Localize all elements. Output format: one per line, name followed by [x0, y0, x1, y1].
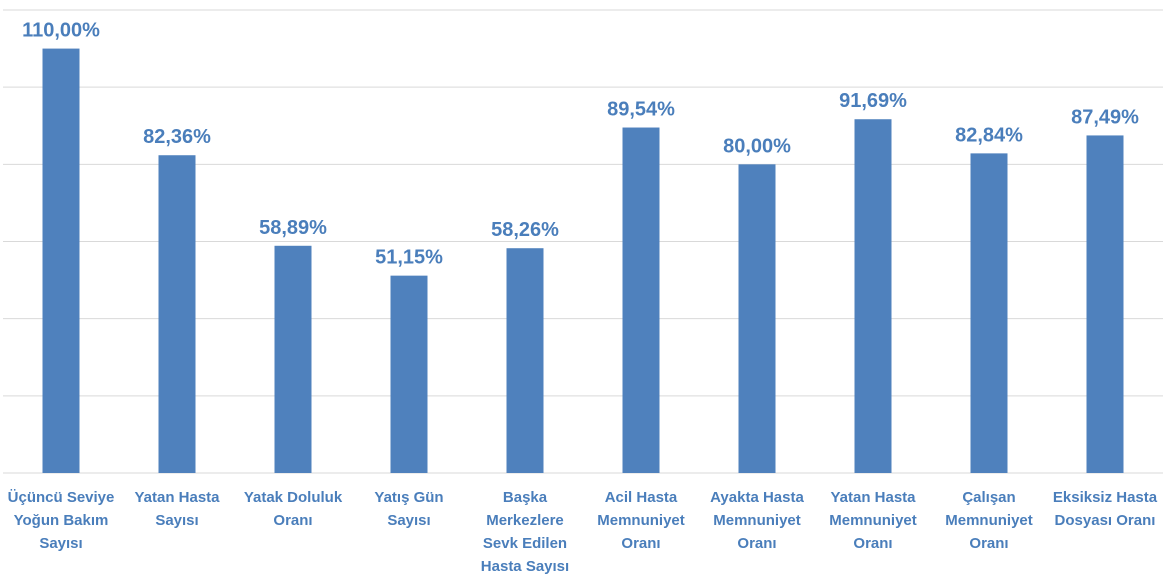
x-tick-label: Yatış Gün Sayısı — [374, 489, 444, 529]
x-tick-label: Yatan Hasta Sayısı — [134, 489, 220, 529]
value-label: 58,26% — [491, 219, 559, 241]
bar — [622, 127, 660, 473]
bar — [158, 155, 196, 473]
x-tick-label: Yatan Hasta Memnuniyet Oranı — [829, 489, 917, 552]
bar — [1086, 135, 1124, 473]
value-label: 87,49% — [1071, 106, 1139, 128]
value-label: 82,36% — [143, 126, 211, 148]
value-label: 82,84% — [955, 124, 1023, 146]
value-label: 80,00% — [723, 135, 791, 157]
value-label: 91,69% — [839, 90, 907, 112]
value-label: 89,54% — [607, 99, 675, 121]
bar — [390, 275, 428, 473]
x-tick-label: Eksiksiz Hasta Dosyası Oranı — [1052, 489, 1158, 529]
x-tick-label: Üçüncü Seviye Yoğun Bakım Sayısı — [7, 489, 115, 552]
bar — [506, 248, 544, 473]
value-label: 110,00% — [22, 20, 100, 42]
bar — [970, 153, 1008, 473]
x-tick-label: Başka Merkezlere Sevk Edilen Hasta Sayıs… — [480, 489, 570, 575]
bar — [274, 245, 312, 473]
value-label: 51,15% — [375, 247, 443, 269]
bar — [42, 48, 80, 473]
x-tick-label: Ayakta Hasta Memnuniyet Oranı — [710, 489, 804, 552]
x-tick-label: Yatak Doluluk Oranı — [243, 489, 343, 529]
bar — [738, 164, 776, 474]
value-label: 58,89% — [259, 217, 327, 239]
x-tick-label: Çalışan Memnuniyet Oranı — [945, 489, 1033, 552]
bar — [854, 119, 892, 473]
x-tick-label: Acil Hasta Memnuniyet Oranı — [597, 489, 685, 552]
